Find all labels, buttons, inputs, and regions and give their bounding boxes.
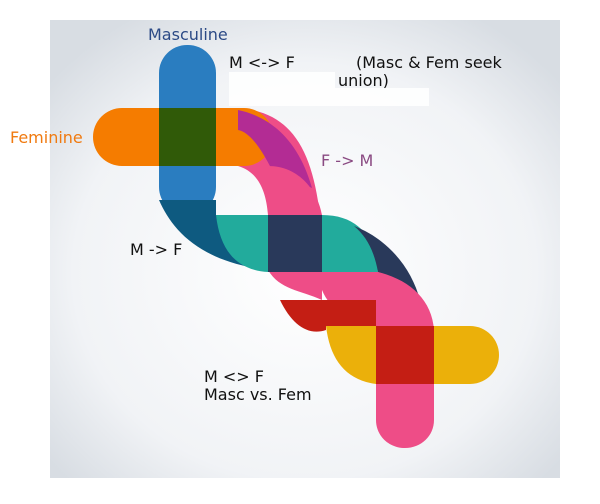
label-m-vs-f: M <> F <box>204 367 264 386</box>
overlap-masculine-feminine <box>159 108 216 166</box>
obscured-text-strip <box>229 72 335 88</box>
overlap-navy <box>268 215 322 272</box>
label-masculine: Masculine <box>148 25 228 44</box>
label-m-to-f: M -> F <box>130 240 183 259</box>
label-m-sym-f: M <-> F <box>229 53 295 72</box>
label-f-to-m: F -> M <box>321 151 374 170</box>
label-masc-vs-fem: Masc vs. Fem <box>204 385 312 404</box>
label-masc-fem-seek: (Masc & Fem seek <box>356 53 502 72</box>
helix-strand-navy <box>354 226 420 300</box>
helix-strand-magenta <box>238 110 312 188</box>
helix-strand-red <box>280 300 376 332</box>
label-feminine: Feminine <box>10 128 83 147</box>
label-union: union) <box>338 71 389 90</box>
obscured-text-strip-2 <box>229 88 429 106</box>
overlap-red <box>376 326 434 384</box>
